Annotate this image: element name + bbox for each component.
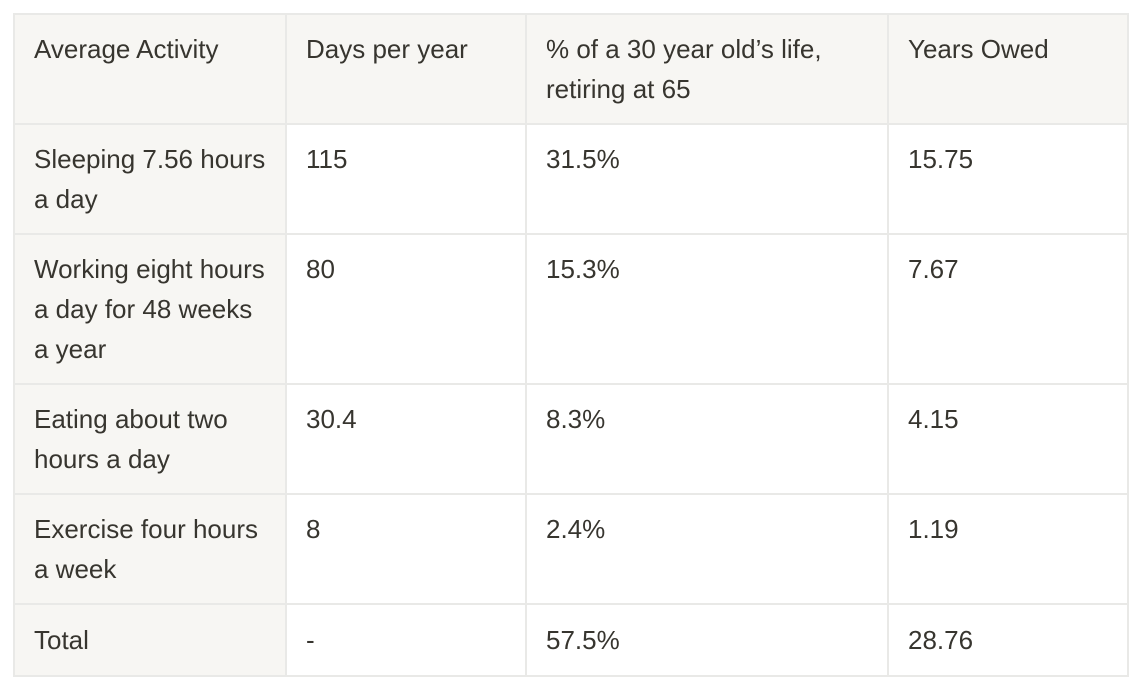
percent-cell: 15.3% xyxy=(525,233,889,385)
years-cell: 15.75 xyxy=(887,123,1129,235)
percent-cell: 8.3% xyxy=(525,383,889,495)
row-activity-cell: Sleeping 7.56 hours a day xyxy=(13,123,287,235)
total-row: Total - 57.5% 28.76 xyxy=(13,603,1129,677)
total-days-cell: - xyxy=(285,603,527,677)
days-cell: 115 xyxy=(285,123,527,235)
total-percent-cell: 57.5% xyxy=(525,603,889,677)
days-cell: 80 xyxy=(285,233,527,385)
table-container: Average Activity Days per year % of a 30… xyxy=(13,13,1129,677)
days-cell: 30.4 xyxy=(285,383,527,495)
percent-cell: 31.5% xyxy=(525,123,889,235)
total-label: Total xyxy=(13,603,287,677)
row-activity-cell: Working eight hours a day for 48 weeks a… xyxy=(13,233,287,385)
total-years-cell: 28.76 xyxy=(887,603,1129,677)
years-cell: 1.19 xyxy=(887,493,1129,605)
table-row: Eating about two hours a day 30.4 8.3% 4… xyxy=(13,383,1129,495)
table-row: Sleeping 7.56 hours a day 115 31.5% 15.7… xyxy=(13,123,1129,235)
activity-table: Average Activity Days per year % of a 30… xyxy=(13,13,1129,677)
years-cell: 7.67 xyxy=(887,233,1129,385)
row-activity-cell: Exercise four hours a week xyxy=(13,493,287,605)
years-cell: 4.15 xyxy=(887,383,1129,495)
table-row: Exercise four hours a week 8 2.4% 1.19 xyxy=(13,493,1129,605)
percent-cell: 2.4% xyxy=(525,493,889,605)
header-activity: Average Activity xyxy=(13,13,287,125)
header-percent-of-life: % of a 30 year old’s life, retiring at 6… xyxy=(525,13,889,125)
days-cell: 8 xyxy=(285,493,527,605)
header-row: Average Activity Days per year % of a 30… xyxy=(13,13,1129,125)
table-row: Working eight hours a day for 48 weeks a… xyxy=(13,233,1129,385)
header-days-per-year: Days per year xyxy=(285,13,527,125)
row-activity-cell: Eating about two hours a day xyxy=(13,383,287,495)
header-years-owed: Years Owed xyxy=(887,13,1129,125)
